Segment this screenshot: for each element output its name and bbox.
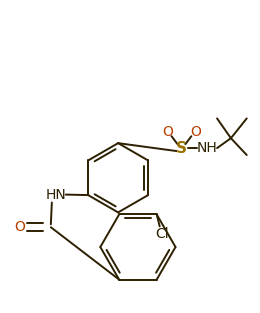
Text: S: S bbox=[176, 141, 187, 156]
Text: O: O bbox=[14, 220, 25, 234]
Text: Cl: Cl bbox=[155, 227, 168, 241]
Text: HN: HN bbox=[46, 187, 66, 202]
Text: O: O bbox=[190, 125, 201, 139]
Text: NH: NH bbox=[197, 141, 218, 155]
Text: O: O bbox=[162, 125, 173, 139]
